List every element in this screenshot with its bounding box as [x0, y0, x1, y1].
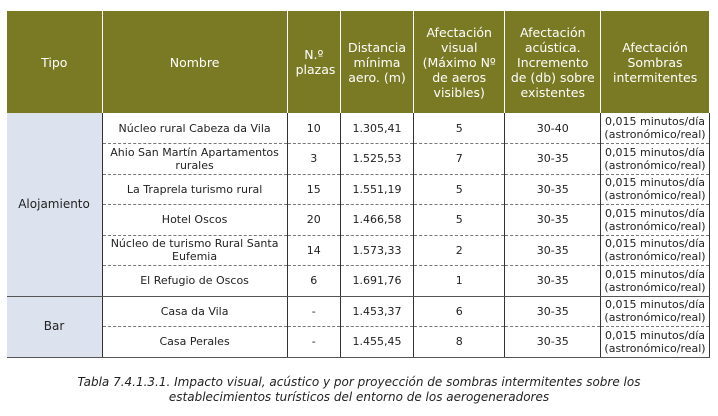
cell-distancia: 1.453,37: [340, 296, 414, 327]
cell-nombre: La Traprela turismo rural: [102, 174, 288, 205]
header-distancia: Distancia mínima aero. (m): [340, 11, 414, 113]
cell-plazas: 14: [287, 235, 342, 266]
cell-distancia: 1.466,58: [340, 204, 414, 236]
group-alojamiento: Alojamiento: [6, 113, 103, 297]
cell-nombre: Casa Perales: [102, 326, 288, 358]
table-row: El Refugio de Oscos 6 1.691,76 1 30-35 0…: [7, 265, 710, 297]
cell-sombras: 0,015 minutos/día (astronómico/real): [600, 174, 710, 205]
cell-plazas: -: [287, 326, 342, 358]
group-bar: Bar: [6, 296, 103, 358]
table-row: Núcleo de turismo Rural Santa Eufemia 14…: [7, 235, 710, 266]
cell-nombre: Hotel Oscos: [102, 204, 288, 236]
table-row: Ahio San Martín Apartamentos rurales 3 1…: [7, 143, 710, 175]
cell-nombre: Casa da Vila: [102, 296, 288, 327]
header-acustica: Afectación acústica. Incremento de (db) …: [504, 11, 602, 113]
cell-distancia: 1.525,53: [340, 143, 414, 175]
cell-visual: 8: [413, 326, 506, 358]
table-row: Bar Casa da Vila - 1.453,37 6 30-35 0,01…: [6, 296, 710, 358]
cell-plazas: 10: [287, 113, 342, 144]
cell-plazas: -: [287, 296, 342, 327]
cell-acustica: 30-35: [504, 204, 602, 236]
cell-visual: 7: [413, 143, 506, 175]
cell-acustica: 30-35: [504, 143, 602, 175]
cell-plazas: 3: [287, 143, 342, 175]
table-row: Hotel Oscos 20 1.466,58 5 30-35 0,015 mi…: [7, 204, 710, 236]
table-caption: Tabla 7.4.1.3.1. Impacto visual, acústic…: [0, 375, 718, 405]
cell-distancia: 1.573,33: [340, 235, 414, 266]
cell-distancia: 1.551,19: [340, 174, 414, 205]
header-nombre: Nombre: [101, 11, 288, 113]
cell-nombre: Núcleo rural Cabeza da Vila: [102, 113, 288, 144]
cell-sombras: 0,015 minutos/día (astronómico/real): [600, 296, 710, 327]
cell-visual: 6: [413, 296, 506, 327]
caption-line-2: establecimientos turísticos del entorno …: [168, 390, 550, 404]
caption-line-1: Tabla 7.4.1.3.1. Impacto visual, acústic…: [77, 375, 641, 389]
cell-distancia: 1.305,41: [340, 113, 414, 144]
cell-sombras: 0,015 minutos/día (astronómico/real): [600, 326, 710, 358]
header-plazas: N.º plazas: [286, 11, 342, 113]
cell-acustica: 30-35: [504, 265, 602, 297]
cell-visual: 1: [413, 265, 506, 297]
cell-acustica: 30-35: [504, 326, 602, 358]
header-visual: Afectación visual (Máximo Nº de aeros vi…: [412, 11, 506, 113]
cell-acustica: 30-40: [504, 113, 602, 144]
header-row: Tipo Nombre N.º plazas Distancia mínima …: [6, 11, 710, 113]
table-row: La Traprela turismo rural 15 1.551,19 5 …: [7, 174, 710, 205]
cell-distancia: 1.691,76: [340, 265, 414, 297]
cell-visual: 5: [413, 204, 506, 236]
cell-nombre: El Refugio de Oscos: [102, 265, 288, 297]
cell-plazas: 15: [287, 174, 342, 205]
table-row: Alojamiento Núcleo rural Cabeza da Vila …: [6, 113, 710, 297]
cell-sombras: 0,015 minutos/día (astronómico/real): [600, 204, 710, 236]
cell-distancia: 1.455,45: [340, 326, 414, 358]
cell-nombre: Núcleo de turismo Rural Santa Eufemia: [102, 235, 288, 266]
turismo-impact-table: Tipo Nombre N.º plazas Distancia mínima …: [6, 11, 710, 358]
cell-acustica: 30-35: [504, 174, 602, 205]
cell-plazas: 20: [287, 204, 342, 236]
cell-sombras: 0,015 minutos/día (astronómico/real): [600, 235, 710, 266]
cell-sombras: 0,015 minutos/día (astronómico/real): [600, 113, 710, 144]
cell-sombras: 0,015 minutos/día (astronómico/real): [600, 265, 710, 297]
header-tipo: Tipo: [6, 11, 103, 113]
cell-nombre: Ahio San Martín Apartamentos rurales: [102, 143, 288, 175]
header-sombras: Afectación Sombras intermitentes: [600, 11, 710, 113]
cell-visual: 5: [413, 113, 506, 144]
cell-visual: 5: [413, 174, 506, 205]
cell-sombras: 0,015 minutos/día (astronómico/real): [600, 143, 710, 175]
cell-acustica: 30-35: [504, 296, 602, 327]
table-row: Casa Perales - 1.455,45 8 30-35 0,015 mi…: [7, 326, 710, 358]
cell-plazas: 6: [287, 265, 342, 297]
cell-acustica: 30-35: [504, 235, 602, 266]
cell-visual: 2: [413, 235, 506, 266]
